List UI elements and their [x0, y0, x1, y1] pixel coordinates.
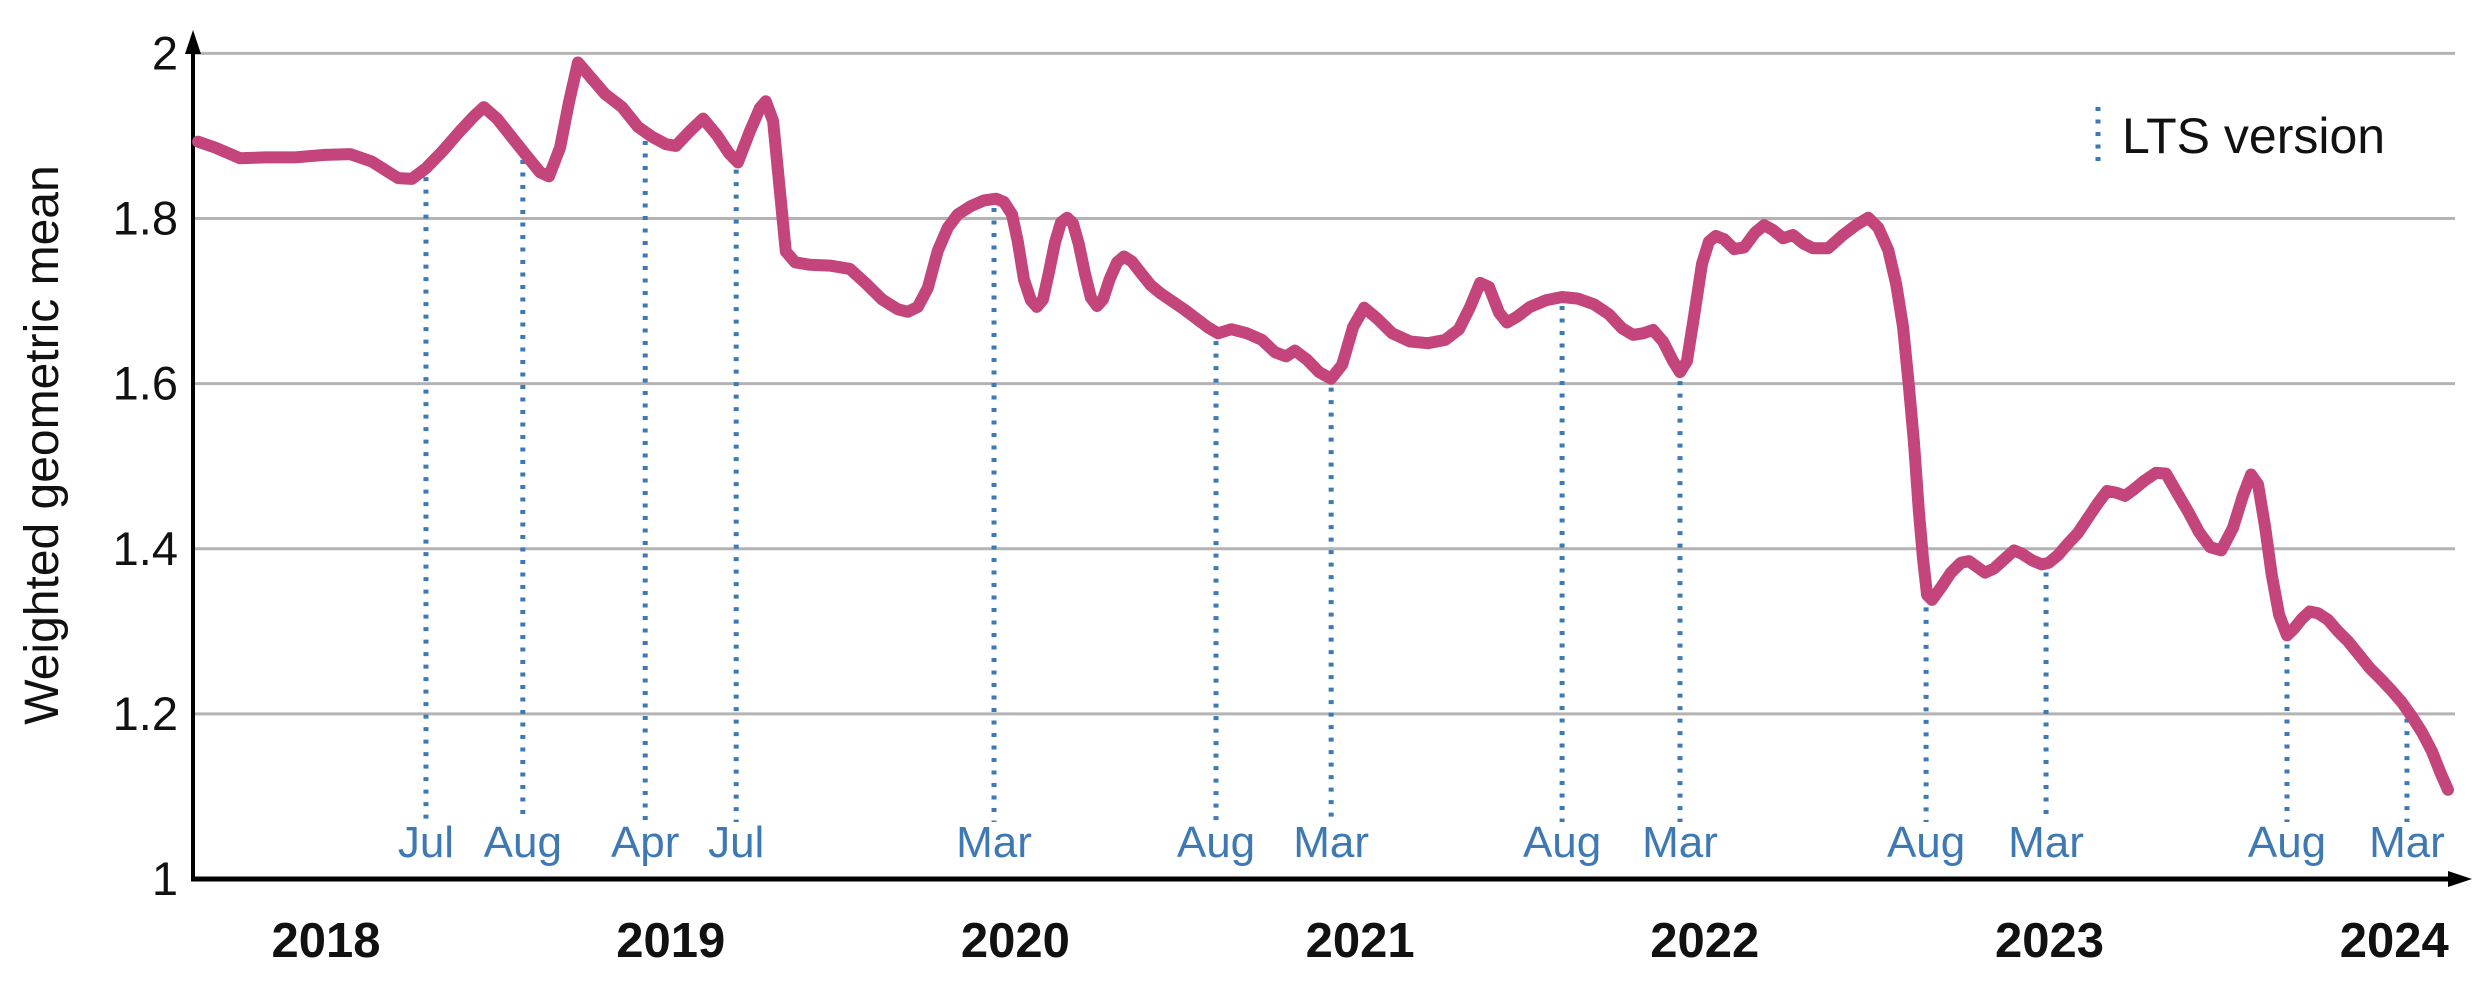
lts-version-month-label: Aug: [1523, 818, 1601, 867]
lts-version-month-label: Apr: [611, 818, 679, 867]
y-axis-label: Weighted geometric mean: [16, 165, 69, 724]
x-tick-label-year: 2024: [2340, 914, 2449, 968]
lts-version-month-label: Mar: [1642, 818, 1718, 867]
x-tick-label-year: 2020: [961, 914, 1070, 968]
legend-label: LTS version: [2122, 108, 2385, 164]
lts-version-month-label: Mar: [2369, 818, 2445, 867]
y-axis-arrow-icon: [185, 30, 201, 54]
x-tick-label-year: 2023: [1995, 914, 2104, 968]
y-tick-label: 1.2: [113, 687, 178, 740]
lts-version-markers: Jul Aug Apr Jul Mar Aug Mar Aug Mar Aug Mar Aug Mar: [398, 140, 2445, 867]
lts-version-month-label: Aug: [2248, 818, 2326, 867]
lts-version-month-label: Aug: [1887, 818, 1965, 867]
axes: [185, 30, 2472, 887]
x-tick-labels: 2018 2019 2020 2021 2022 2023 2024: [271, 914, 2448, 968]
x-axis-arrow-icon: [2448, 871, 2472, 887]
gridlines: [193, 51, 2455, 716]
lts-version-month-label: Mar: [2008, 818, 2084, 867]
y-tick-labels: 1 1.2 1.4 1.6 1.8 2: [113, 26, 178, 905]
lts-version-month-label: Jul: [398, 818, 454, 867]
x-tick-label-year: 2019: [616, 914, 725, 968]
lts-version-month-label: Aug: [1177, 818, 1255, 867]
y-tick-label: 1: [152, 852, 178, 905]
x-tick-label-year: 2021: [1306, 914, 1415, 968]
x-tick-label-year: 2018: [271, 914, 380, 968]
y-tick-label: 1.6: [113, 357, 178, 410]
y-tick-label: 2: [152, 26, 178, 79]
lts-version-month-label: Mar: [1293, 818, 1369, 867]
legend: LTS version: [2095, 107, 2385, 166]
lts-version-month-label: Mar: [956, 818, 1032, 867]
x-tick-label-year: 2022: [1650, 914, 1759, 968]
lts-version-month-label: Jul: [708, 818, 764, 867]
series-line: [192, 56, 2454, 796]
lts-version-month-label: Aug: [484, 818, 562, 867]
y-tick-label: 1.4: [113, 522, 178, 575]
y-tick-label: 1.8: [113, 192, 178, 245]
